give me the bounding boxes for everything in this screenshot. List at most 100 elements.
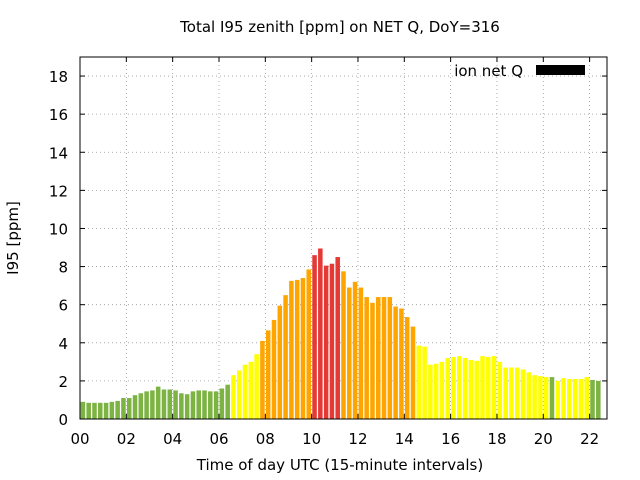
bar-54 [393,306,398,419]
bar-75 [514,367,520,419]
bar-89 [596,380,601,419]
bar-77 [526,372,532,419]
bar-76 [520,369,526,419]
bar-24 [219,388,225,419]
x-axis-title: Time of day UTC (15-minute intervals) [196,456,483,474]
bar-26 [231,375,236,419]
bar-32 [265,330,271,419]
bar-41 [318,248,323,419]
y-tick-label: 16 [49,106,68,124]
plot-border [79,56,608,420]
bar-13 [155,386,161,419]
bar-44 [335,257,340,419]
bar-10 [138,393,144,419]
x-tick-label: 04 [163,430,182,448]
x-tick-label: 14 [395,430,414,448]
bar-73 [503,367,508,419]
bar-12 [150,390,155,419]
bar-56 [404,317,410,419]
bar-65 [457,356,462,419]
x-tick-label: 02 [117,430,136,448]
bar-40 [312,255,317,419]
bar-33 [271,319,277,419]
bar-7 [121,398,126,419]
bar-46 [347,287,352,419]
legend: ion net Q [454,62,585,80]
bar-6 [115,400,120,419]
bar-69 [480,356,485,419]
bar-43 [329,263,335,419]
bar-55 [399,308,404,419]
bar-37 [294,279,300,419]
bar-23 [213,391,219,419]
bar-79 [538,376,543,419]
bar-29 [248,361,254,419]
bar-49 [364,297,369,419]
bar-3 [98,402,103,419]
x-tick-label: 06 [209,430,228,448]
y-tick-label: 4 [58,335,68,353]
bar-50 [370,302,375,419]
x-tick-label: 12 [348,430,367,448]
bar-38 [300,278,306,419]
bar-70 [486,357,491,419]
bar-0 [80,401,86,419]
bar-82 [555,380,561,419]
bar-35 [283,295,288,419]
y-tick-label: 6 [58,297,68,315]
legend-label: ion net Q [454,62,523,80]
bar-9 [132,395,138,419]
bar-58 [416,345,422,419]
bar-64 [451,357,456,419]
bar-20 [196,390,201,419]
bar-74 [509,367,514,419]
grid-layer [80,57,607,419]
bar-80 [543,377,549,419]
bar-67 [468,359,474,419]
bar-51 [375,297,381,419]
bar-19 [190,391,196,419]
bar-66 [462,358,468,419]
y-axis-title: I95 [ppm] [4,201,22,275]
bar-47 [352,281,358,419]
bar-62 [439,361,445,419]
x-tick-label: 22 [580,430,599,448]
bar-16 [173,390,178,419]
bar-27 [237,370,242,419]
bar-17 [179,393,184,419]
bar-8 [126,398,132,419]
y-tick-label: 10 [49,220,68,238]
bar-39 [306,269,312,419]
chart-title: Total I95 zenith [ppm] on NET Q, DoY=316 [179,18,500,36]
bar-60 [428,364,433,419]
y-tick-label: 18 [49,68,68,86]
bar-83 [561,378,566,419]
bar-85 [572,378,578,419]
bar-2 [92,402,97,419]
bar-21 [202,390,207,419]
bar-87 [584,377,589,419]
x-tick-label: 10 [302,430,321,448]
bar-15 [167,389,173,419]
x-tick-label: 00 [70,430,89,448]
bar-31 [260,340,265,419]
x-tick-label: 18 [487,430,506,448]
bar-45 [341,271,346,419]
bar-59 [422,346,427,419]
bar-81 [549,377,555,419]
bar-78 [532,375,537,419]
y-tick-label: 0 [58,411,68,429]
y-tick-label: 14 [49,144,68,162]
bar-25 [225,384,230,419]
bar-11 [144,391,149,419]
bar-4 [103,402,109,419]
bar-28 [242,364,248,419]
bar-36 [289,280,294,419]
bar-57 [410,326,416,419]
bar-18 [184,394,190,419]
y-tick-label: 2 [58,373,68,391]
legend-swatch [536,65,585,75]
bar-53 [387,297,393,419]
bar-63 [445,358,450,419]
